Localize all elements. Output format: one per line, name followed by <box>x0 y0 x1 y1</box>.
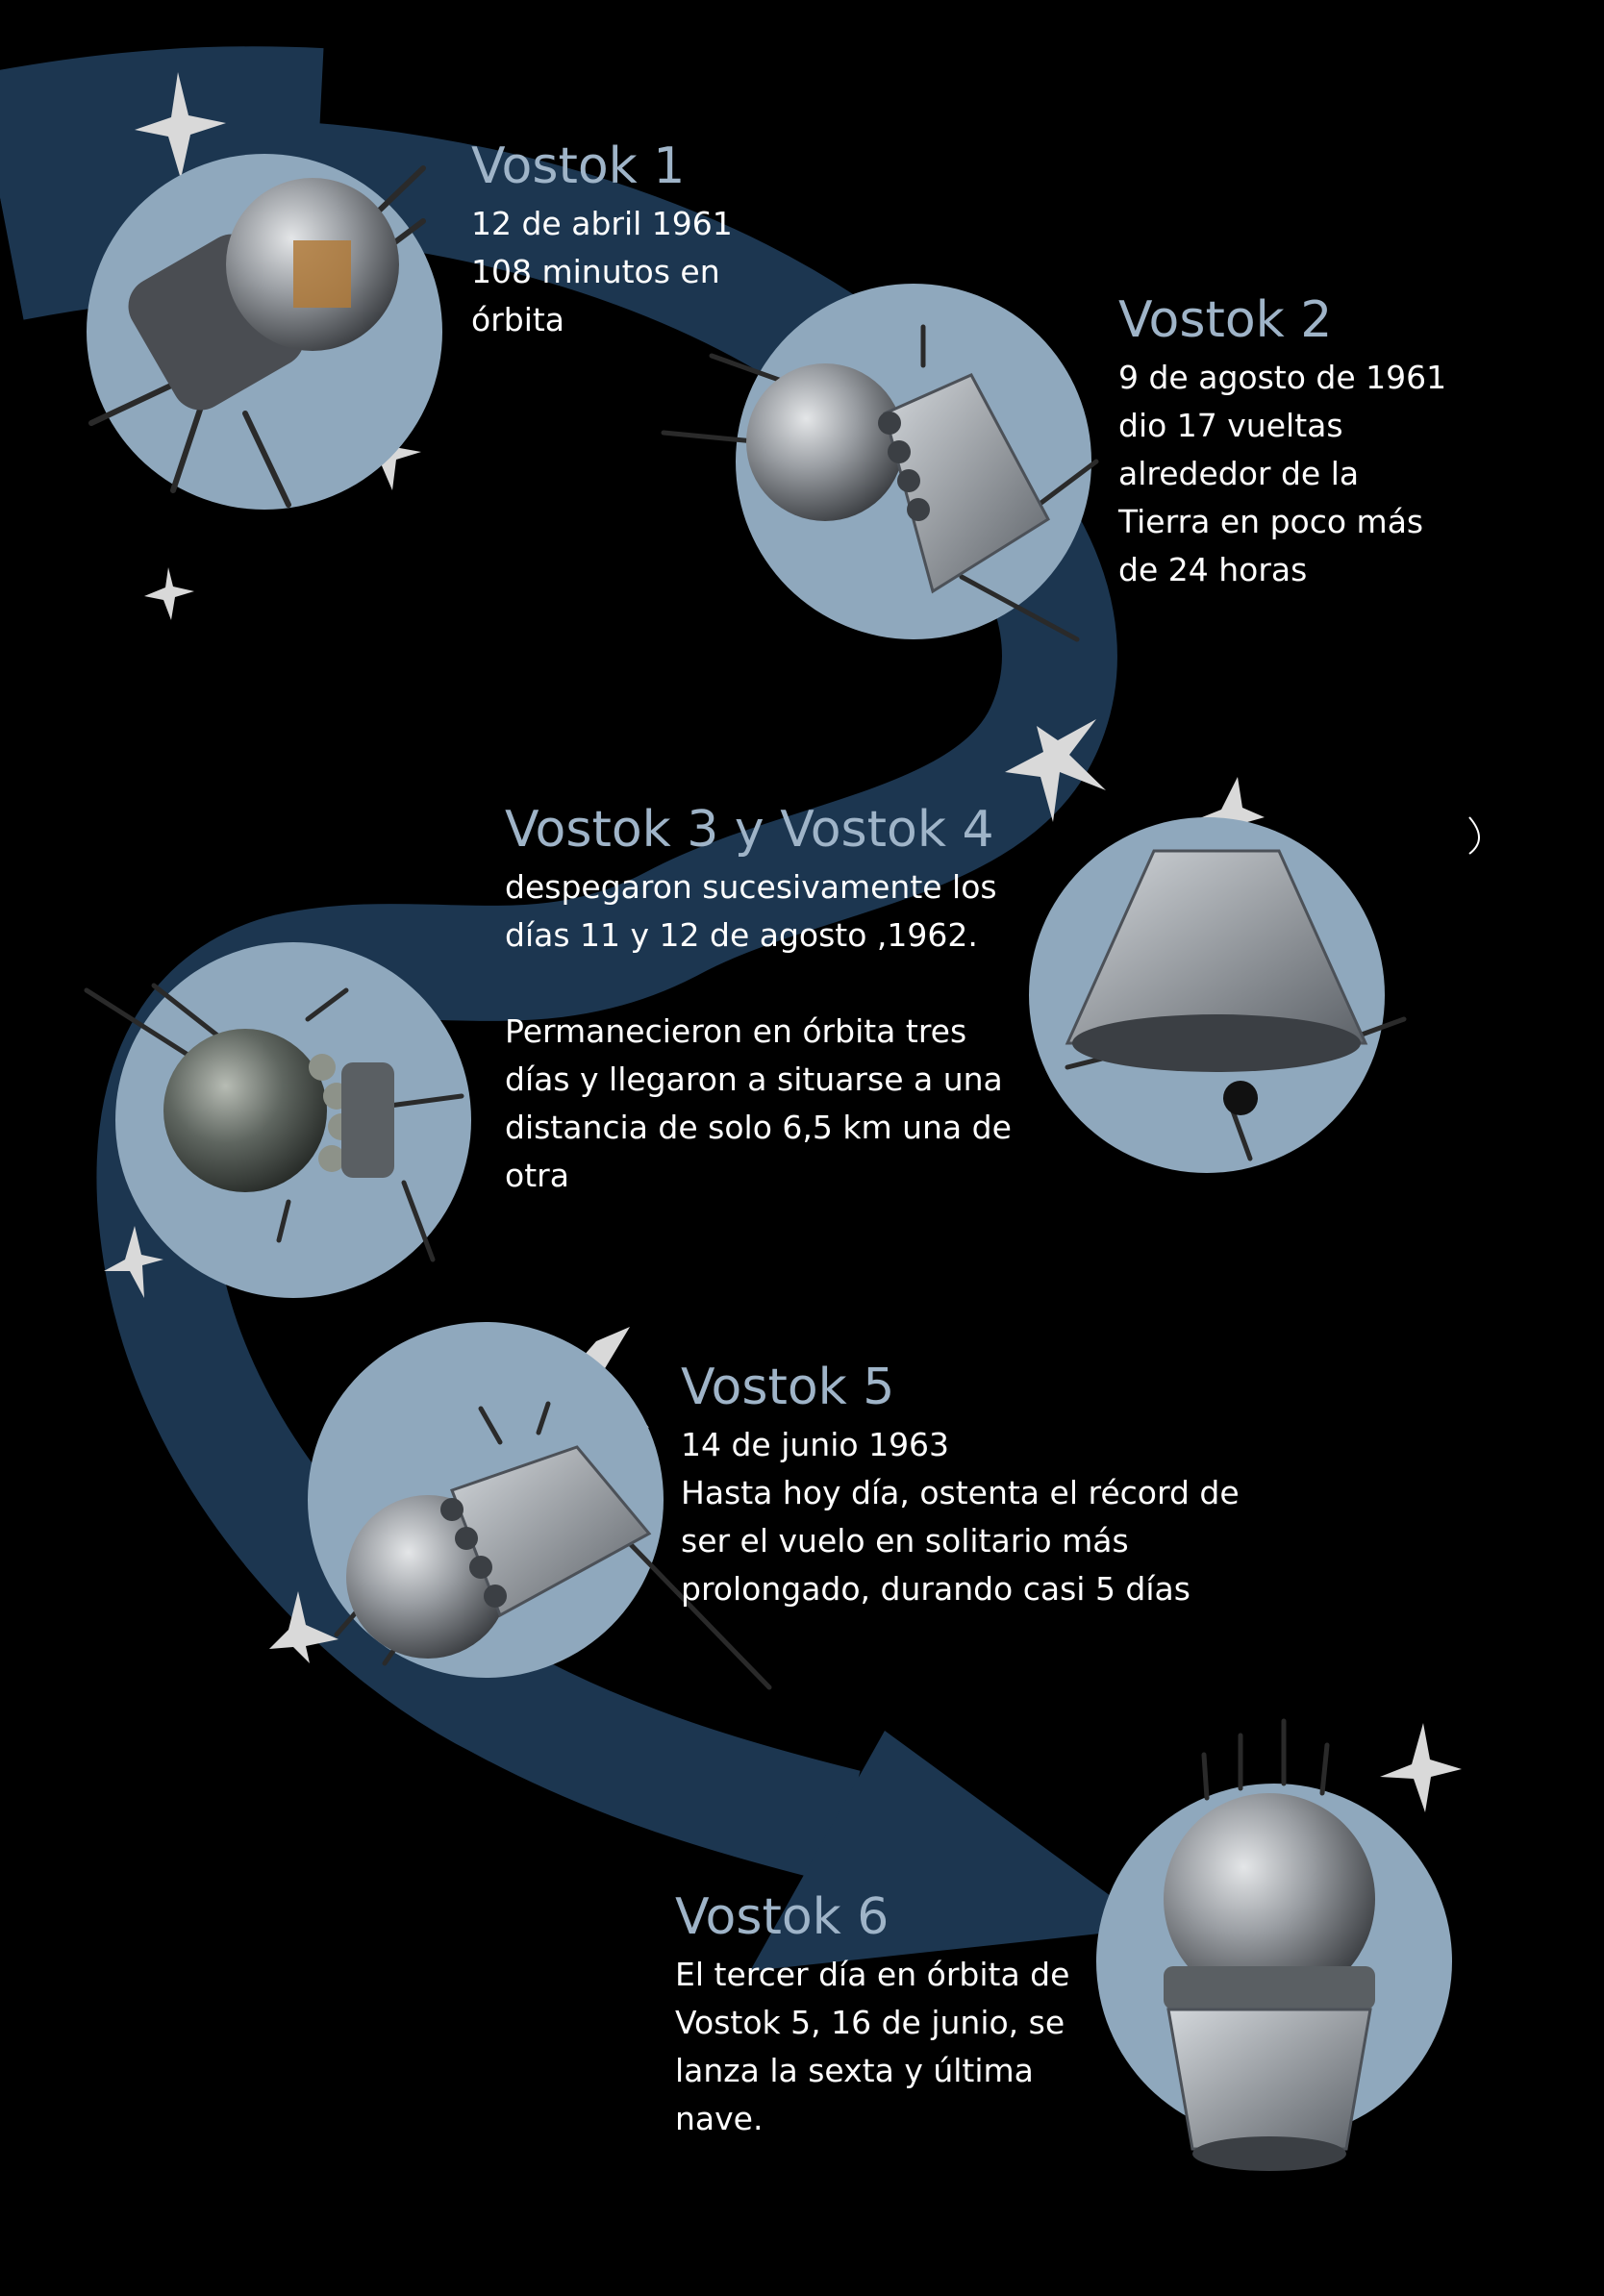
description-line: 108 minutos en <box>471 253 720 290</box>
mission-description: El tercer día en órbita de Vostok 5, 16 … <box>675 1951 1069 2143</box>
description-line: lanza la sexta y última <box>675 2052 1034 2089</box>
mission-description: despegaron sucesivamente los días 11 y 1… <box>505 863 1012 1200</box>
star-icon <box>104 1226 163 1298</box>
capsule-vostok-6 <box>1096 1718 1452 2171</box>
star-icon <box>269 1591 338 1663</box>
description-line: Permanecieron en órbita tres <box>505 1012 967 1050</box>
mission-title: Vostok 6 <box>675 1888 890 1946</box>
capsule-vostok-3 <box>1029 817 1407 1173</box>
description-line: nave. <box>675 2100 764 2137</box>
capsule-vostok-2 <box>661 284 1099 642</box>
capsule-vostok-4 <box>84 942 471 1298</box>
description-line: otra <box>505 1157 569 1194</box>
description-line: días y llegaron a situarse a una <box>505 1061 1003 1098</box>
mission-title: Vostok 2 <box>1118 291 1333 349</box>
mission-title: Vostok 1 <box>471 137 686 195</box>
description-line: 14 de junio 1963 <box>681 1426 950 1463</box>
arrow-head <box>750 1731 1154 1971</box>
description-line: 12 de abril 1961 <box>471 205 733 242</box>
mission-vostok-2: Vostok 2 9 de agosto de 1961 dio 17 vuel… <box>1118 290 1446 594</box>
description-line: dio 17 vueltas <box>1118 407 1343 444</box>
description-line: Tierra en poco más <box>1118 503 1424 540</box>
star-icon <box>1005 719 1106 822</box>
crescent-icon <box>1468 816 1480 855</box>
capsule-vostok-1 <box>87 154 442 510</box>
mission-description: 9 de agosto de 1961 dio 17 vueltas alred… <box>1118 354 1446 594</box>
description-line: alrededor de la <box>1118 455 1360 492</box>
star-icon <box>144 567 194 620</box>
description-line: despegaron sucesivamente los <box>505 868 997 906</box>
mission-vostok-1: Vostok 1 12 de abril 1961 108 minutos en… <box>471 137 733 344</box>
mission-description: 14 de junio 1963 Hasta hoy día, ostenta … <box>681 1421 1240 1613</box>
description-line: Hasta hoy día, ostenta el récord de <box>681 1474 1240 1511</box>
mission-vostok-3-4: Vostok 3 y Vostok 4 despegaron sucesivam… <box>505 800 1012 1200</box>
description-line: distancia de solo 6,5 km una de <box>505 1109 1012 1146</box>
capsule-vostok-5 <box>308 1322 772 1690</box>
description-line: El tercer día en órbita de <box>675 1956 1070 1993</box>
mission-vostok-6: Vostok 6 El tercer día en órbita de Vost… <box>675 1887 1069 2143</box>
mission-description: 12 de abril 1961 108 minutos en órbita <box>471 200 733 344</box>
description-line: ser el vuelo en solitario más <box>681 1522 1129 1560</box>
star-icon <box>1380 1723 1462 1812</box>
description-line: 9 de agosto de 1961 <box>1118 359 1447 396</box>
description-line: Vostok 5, 16 de junio, se <box>675 2004 1065 2041</box>
star-icon <box>1197 777 1265 846</box>
mission-vostok-5: Vostok 5 14 de junio 1963 Hasta hoy día,… <box>681 1358 1240 1613</box>
mission-title: Vostok 5 <box>681 1359 895 1416</box>
star-icon <box>135 72 226 179</box>
mission-title: Vostok 3 y Vostok 4 <box>505 801 994 859</box>
description-line: de 24 horas <box>1118 551 1308 588</box>
description-line: días 11 y 12 de agosto ,1962. <box>505 916 978 954</box>
description-line: prolongado, durando casi 5 días <box>681 1570 1190 1608</box>
description-line: órbita <box>471 301 565 338</box>
